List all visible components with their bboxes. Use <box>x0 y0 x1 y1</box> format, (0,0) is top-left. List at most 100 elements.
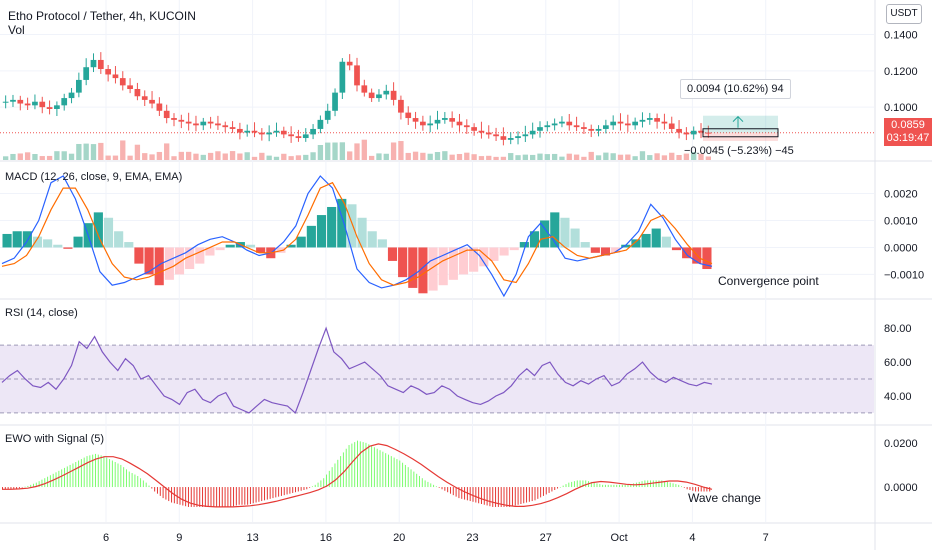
volume-bar <box>632 156 638 160</box>
ewo-tick-label: 0.0200 <box>884 438 918 450</box>
volume-bar <box>76 143 82 160</box>
ewo-bar <box>571 481 573 488</box>
ewo-bar <box>444 487 446 491</box>
ewo-bar <box>590 481 592 488</box>
ewo-bar <box>140 478 142 488</box>
ewo-bar <box>159 487 161 496</box>
time-tick-label: 16 <box>320 532 332 544</box>
volume-bar <box>215 151 221 160</box>
candle-body <box>266 132 273 135</box>
macd-histogram-bar <box>418 247 428 294</box>
ewo-bar <box>278 487 280 497</box>
macd-tick-label: 0.0000 <box>884 242 918 254</box>
candle-body <box>507 138 514 140</box>
currency-unit-button[interactable]: USDT <box>886 4 922 24</box>
ewo-bar <box>106 457 108 488</box>
ewo-bar <box>109 459 111 488</box>
ewo-bar <box>63 467 65 488</box>
volume-bar <box>295 155 302 160</box>
macd-histogram-bar <box>32 236 43 248</box>
candle-body <box>288 134 294 137</box>
candle-body <box>551 123 558 126</box>
ewo-bar <box>695 487 697 492</box>
ewo-bar <box>655 480 657 488</box>
candle-body <box>463 125 470 128</box>
volume-bar <box>368 155 375 160</box>
ewo-bar <box>4 487 6 490</box>
candle-body <box>368 92 375 99</box>
ewo-bar <box>165 487 167 500</box>
ewo-bar <box>317 482 319 488</box>
macd-histogram-bar <box>114 231 124 248</box>
candle-body <box>376 94 382 99</box>
time-tick-label: 6 <box>103 532 109 544</box>
candle-body <box>302 134 309 139</box>
volume-bar <box>405 152 411 160</box>
ewo-bar <box>585 480 587 488</box>
volume-bar <box>156 151 163 160</box>
ewo-bar <box>323 478 325 488</box>
volume-bar <box>32 154 38 160</box>
ewo-bar <box>433 484 435 488</box>
macd-histogram-bar <box>702 247 712 270</box>
volume-bar <box>530 154 536 160</box>
ewo-bar <box>66 466 68 488</box>
ewo-bar <box>334 463 336 488</box>
candle-body <box>676 128 682 133</box>
candle-body <box>573 125 580 128</box>
ewo-bar <box>616 484 618 488</box>
volume-bar <box>691 152 697 160</box>
volume-bar <box>317 144 324 160</box>
candle-body <box>478 130 485 133</box>
ewo-bar <box>509 487 511 507</box>
ewo-bar <box>689 487 691 490</box>
candle-body <box>90 59 97 68</box>
candle-body <box>690 130 697 135</box>
macd-tick-label: 0.0010 <box>884 215 918 227</box>
candle-body <box>156 103 163 111</box>
macd-histogram-bar <box>93 212 103 248</box>
candle-body <box>529 130 536 135</box>
candle-body <box>68 92 75 99</box>
ewo-bar <box>526 487 528 503</box>
candle-body <box>668 123 675 129</box>
ewo-bar <box>390 456 392 488</box>
macd-histogram-bar <box>195 247 205 264</box>
ewo-pane-title: EWO with Signal (5) <box>5 433 105 445</box>
ewo-bar <box>58 470 60 488</box>
volume-bar <box>127 155 133 160</box>
macd-histogram-bar <box>458 247 469 275</box>
ewo-bar <box>407 467 409 488</box>
ewo-bar <box>410 469 412 488</box>
rsi-pane-title: RSI (14, close) <box>5 307 78 319</box>
candle-body <box>654 118 660 122</box>
ewo-bar <box>123 467 125 488</box>
ewo-bar <box>182 487 184 506</box>
candle-body <box>207 121 214 124</box>
candle-body <box>646 118 653 120</box>
projection-gain-zone <box>703 115 778 133</box>
ewo-bar <box>596 483 598 488</box>
macd-histogram-bar <box>519 242 529 248</box>
ewo-bar <box>247 487 249 505</box>
candle-body <box>581 127 587 129</box>
volume-bar <box>625 154 631 160</box>
ewo-bar <box>619 484 621 488</box>
ewo-bar <box>435 486 437 488</box>
ewo-bar <box>210 487 212 507</box>
macd-tick-label: −0.0010 <box>884 269 924 281</box>
macd-histogram-bar <box>357 217 367 248</box>
ewo-bar <box>441 487 443 490</box>
volume-bar <box>654 153 660 160</box>
rsi-line <box>1 326 713 414</box>
macd-histogram-bar <box>256 247 266 253</box>
ewo-bar <box>131 473 133 488</box>
volume-bar <box>288 156 294 160</box>
ewo-bar <box>554 487 556 490</box>
ewo-bar <box>458 487 460 499</box>
macd-histogram-bar <box>367 231 377 248</box>
macd-histogram-bar <box>215 247 225 251</box>
candle-body <box>544 125 551 128</box>
volume-bar <box>354 143 360 160</box>
